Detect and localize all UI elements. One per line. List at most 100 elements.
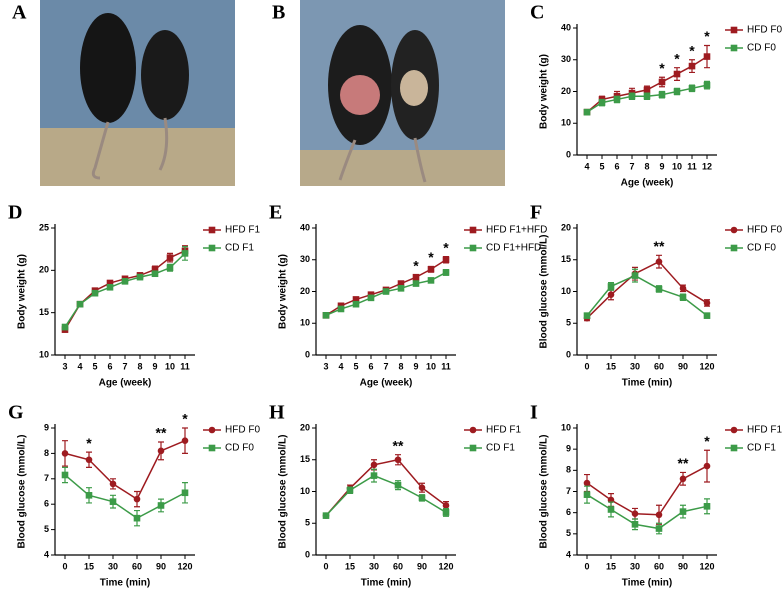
- data-point: [688, 85, 696, 92]
- data-point: [679, 508, 687, 515]
- data-point: [367, 294, 375, 302]
- panel-letter: E: [269, 202, 282, 224]
- y-tick-label: 10: [300, 318, 310, 328]
- x-tick-label: 7: [122, 361, 127, 371]
- x-tick-label: 15: [606, 361, 616, 371]
- data-point: [397, 285, 405, 292]
- legend-marker: [730, 444, 738, 452]
- legend-marker: [730, 26, 738, 34]
- y-tick-label: 9: [44, 422, 49, 432]
- x-tick-label: 90: [417, 561, 427, 571]
- x-tick-label: 0: [584, 561, 589, 571]
- data-point: [631, 510, 639, 518]
- data-point: [655, 285, 663, 293]
- x-tick-label: 11: [441, 361, 451, 371]
- data-point: [631, 272, 639, 279]
- legend-label: HFD F0: [747, 25, 782, 36]
- y-tick-label: 0: [305, 549, 310, 559]
- y-tick-label: 10: [300, 486, 310, 496]
- x-tick-label: 12: [702, 161, 712, 171]
- x-tick-label: 5: [92, 361, 97, 371]
- data-point: [703, 81, 711, 89]
- y-tick-label: 20: [561, 222, 571, 232]
- x-tick-label: 90: [678, 561, 688, 571]
- photo-a: [40, 0, 235, 186]
- y-axis-label: Blood glucose (mmol/L): [539, 235, 550, 349]
- data-point: [613, 96, 621, 103]
- data-point: [628, 92, 636, 100]
- y-tick-label: 7: [44, 473, 49, 483]
- legend-label: CD F1+HFD: [486, 243, 541, 254]
- data-point: [607, 506, 615, 513]
- x-tick-label: 11: [180, 361, 190, 371]
- y-tick-label: 9: [566, 444, 571, 454]
- data-point: [427, 277, 435, 284]
- data-point: [418, 484, 426, 491]
- data-point: [76, 300, 84, 308]
- y-tick-label: 4: [44, 549, 49, 559]
- legend-label: CD F1: [747, 443, 776, 454]
- y-tick-label: 5: [566, 318, 571, 328]
- series-line: [325, 474, 447, 517]
- data-point: [181, 250, 189, 257]
- y-tick-label: 6: [566, 507, 571, 517]
- data-point: [106, 283, 114, 291]
- data-point: [655, 525, 663, 532]
- y-tick-label: 20: [561, 86, 571, 96]
- y-tick-label: 40: [300, 222, 310, 232]
- y-tick-label: 5: [44, 524, 49, 534]
- data-point: [583, 479, 591, 487]
- data-point: [133, 495, 141, 503]
- data-point: [61, 323, 69, 331]
- x-axis-label: Age (week): [621, 178, 674, 189]
- significance-label: *: [428, 249, 434, 265]
- data-point: [337, 305, 345, 313]
- data-point: [109, 480, 117, 488]
- x-tick-label: 3: [323, 361, 328, 371]
- y-tick-label: 10: [39, 349, 49, 359]
- data-point: [157, 502, 165, 509]
- legend-label: CD F1: [225, 243, 254, 254]
- data-point: [442, 509, 450, 516]
- panel-letter: D: [8, 202, 22, 224]
- x-tick-label: 10: [426, 361, 436, 371]
- data-point: [181, 437, 189, 445]
- x-tick-label: 90: [678, 361, 688, 371]
- data-point: [352, 296, 360, 303]
- data-point: [688, 62, 696, 70]
- legend-marker: [469, 426, 477, 434]
- data-point: [61, 450, 69, 457]
- x-tick-label: 120: [438, 561, 453, 571]
- legend-marker: [208, 226, 216, 234]
- data-point: [442, 502, 450, 509]
- x-tick-label: 7: [629, 161, 634, 171]
- y-tick-label: 5: [305, 518, 310, 528]
- x-tick-label: 120: [699, 361, 714, 371]
- data-point: [181, 489, 189, 497]
- x-tick-label: 6: [614, 161, 619, 171]
- x-tick-label: 9: [152, 361, 157, 371]
- significance-label: *: [689, 42, 695, 58]
- data-point: [352, 300, 360, 308]
- x-tick-label: 11: [687, 161, 697, 171]
- y-tick-label: 20: [300, 422, 310, 432]
- data-point: [703, 312, 711, 319]
- data-point: [397, 280, 405, 287]
- data-point: [394, 481, 402, 489]
- x-tick-label: 8: [398, 361, 403, 371]
- y-tick-label: 15: [39, 307, 49, 317]
- y-tick-label: 20: [39, 265, 49, 275]
- y-tick-label: 10: [561, 286, 571, 296]
- legend-label: HFD F1: [486, 425, 521, 436]
- x-tick-label: 15: [606, 561, 616, 571]
- significance-label: **: [678, 455, 689, 471]
- data-point: [394, 456, 402, 464]
- x-tick-label: 3: [62, 361, 67, 371]
- x-tick-label: 15: [345, 561, 355, 571]
- panel-letter: H: [269, 402, 285, 424]
- y-axis-label: Blood glucose (mmol/L): [17, 435, 28, 549]
- series-line: [64, 474, 186, 520]
- data-point: [412, 280, 420, 287]
- data-point: [412, 273, 420, 281]
